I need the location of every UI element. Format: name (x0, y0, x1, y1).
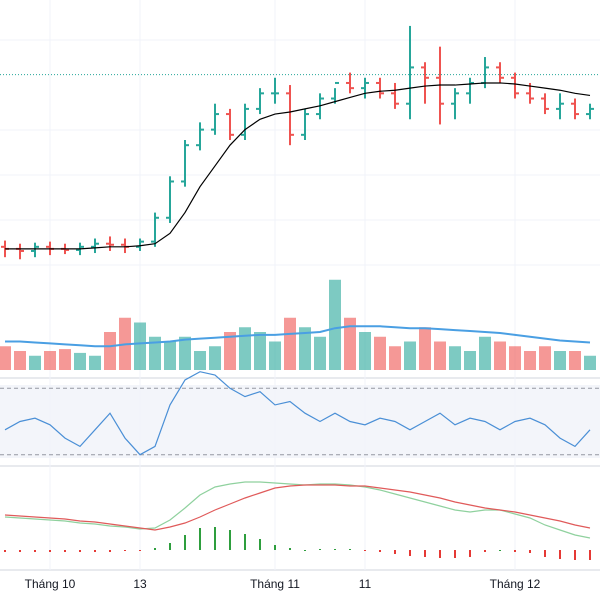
volume-bar (359, 332, 371, 370)
histogram-bar (274, 545, 276, 550)
histogram-bar (304, 550, 306, 551)
volume-bar (29, 355, 41, 370)
histogram-bar (469, 550, 471, 557)
rsi-line (4, 371, 591, 456)
volume-bar (0, 346, 11, 370)
histogram-bar (439, 550, 441, 558)
volume-bar (389, 346, 401, 370)
volume-bar (434, 341, 446, 370)
histogram-bar (154, 548, 156, 550)
volume-bar (74, 352, 86, 370)
histogram-bar (4, 550, 6, 552)
volume-bar (224, 332, 236, 370)
histogram-bar (64, 550, 66, 552)
volume-bar (374, 336, 386, 370)
volume-bar (419, 327, 431, 370)
volume-bar (14, 351, 26, 370)
histogram-bar (244, 534, 246, 550)
x-tick-label: Tháng 12 (490, 577, 541, 591)
volume-bar (509, 346, 521, 370)
histogram-bar (589, 550, 591, 560)
volume-bar (314, 336, 326, 370)
volume-bar (524, 351, 536, 370)
volume-ma-line (5, 325, 591, 348)
x-tick-label: Tháng 11 (250, 577, 300, 591)
grid (0, 39, 600, 266)
ma-line (5, 82, 591, 250)
volume-bar (194, 351, 206, 370)
histogram-bar (94, 550, 96, 552)
histogram-bar (124, 550, 126, 551)
volume-bar (584, 355, 596, 370)
histogram-bar (574, 550, 576, 560)
histogram-bar (544, 550, 546, 557)
volume-bar (449, 346, 461, 370)
histogram-bar (169, 543, 171, 550)
volume-bar (239, 327, 251, 370)
volume-bar (479, 336, 491, 370)
volume-bar (209, 346, 221, 370)
histogram-bar (424, 550, 426, 557)
volume-bar (254, 332, 266, 370)
histogram-bar (484, 550, 486, 552)
histogram-bar (319, 549, 321, 550)
histogram-bar (514, 550, 516, 552)
histogram-bar (394, 550, 396, 554)
macd-line (4, 481, 591, 539)
histogram-bar (529, 550, 531, 553)
histogram-bar (139, 550, 141, 551)
histogram-bar (19, 550, 21, 552)
x-tick-label: 11 (359, 577, 372, 591)
histogram-bar (559, 550, 561, 559)
histogram-bar (499, 550, 501, 551)
histogram-bar (34, 550, 36, 552)
volume-bar (89, 355, 101, 370)
volume-bar (269, 341, 281, 370)
histogram-bar (199, 528, 201, 550)
volume-bar (299, 327, 311, 370)
volume-bar (344, 317, 356, 370)
histogram-bar (409, 550, 411, 556)
volume-bar (59, 349, 71, 370)
signal-line (4, 484, 591, 531)
volume-bar (149, 336, 161, 370)
x-tick-label: 13 (133, 577, 147, 591)
histogram-bar (364, 550, 366, 551)
volume-bar (554, 351, 566, 370)
volume-bar (464, 351, 476, 370)
rsi-band (0, 385, 600, 458)
histogram-bar (229, 530, 231, 550)
histogram-bar (109, 550, 111, 552)
volume-bar (134, 322, 146, 370)
histogram-bar (184, 535, 186, 550)
volume-bar (164, 341, 176, 370)
histogram-bar (289, 548, 291, 550)
volume-bar (569, 351, 581, 370)
volume-bar (104, 332, 116, 370)
histogram-bar (454, 550, 456, 558)
histogram-bar (259, 539, 261, 550)
volume-bar (404, 341, 416, 370)
volume-bar (539, 346, 551, 370)
histogram-bar (349, 549, 351, 550)
histogram-bar (334, 549, 336, 550)
volume-bar (329, 279, 341, 370)
volume-bar (494, 341, 506, 370)
histogram-bar (79, 550, 81, 552)
histogram-bar (49, 550, 51, 552)
volume-bar (44, 351, 56, 370)
volume-bar (284, 317, 296, 370)
histogram-bar (214, 527, 216, 550)
x-tick-label: Tháng 10 (25, 577, 76, 591)
histogram-bar (379, 550, 381, 552)
volume-bar (179, 336, 191, 370)
